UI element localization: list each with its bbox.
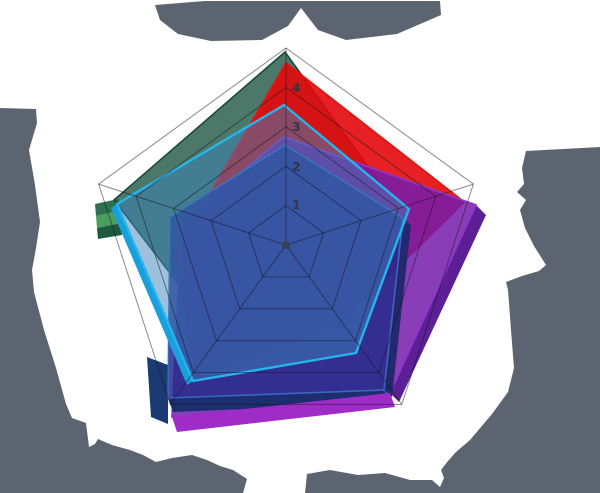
series-layers [95, 51, 486, 432]
blue-left-wall [147, 357, 168, 424]
ring-label-3: 3 [292, 119, 301, 134]
grid-ring-3 [172, 126, 400, 342]
grid-spoke-2 [285, 244, 403, 405]
radar-grid [98, 47, 474, 405]
purple-right-wall [390, 205, 486, 402]
ring-label-4: 4 [292, 80, 301, 95]
grid-spoke-1 [285, 183, 474, 246]
center-dot [282, 241, 290, 249]
series-cyan-polygon [115, 103, 411, 383]
blue-bottom-wall [168, 390, 389, 412]
green-wall-3 [97, 223, 122, 239]
purple-bottom-wall [172, 393, 395, 432]
grid-ring-2 [210, 165, 362, 310]
grid-spoke-3 [169, 244, 287, 405]
redacted-label-left [0, 108, 247, 493]
ring-label-2: 2 [292, 159, 301, 174]
grid-ring-1 [247, 204, 325, 278]
redacted-label-right [305, 147, 600, 493]
ring-value-labels: 1 2 3 4 [292, 80, 301, 212]
grid-ring-5 [98, 47, 474, 405]
blue-right-wall [384, 218, 411, 397]
grid-ring-4 [135, 86, 437, 374]
cyan-left-wall [111, 204, 193, 385]
ring-label-1: 1 [292, 197, 301, 212]
grid-spoke-4 [98, 183, 287, 246]
redacted-label-top [155, 1, 441, 41]
